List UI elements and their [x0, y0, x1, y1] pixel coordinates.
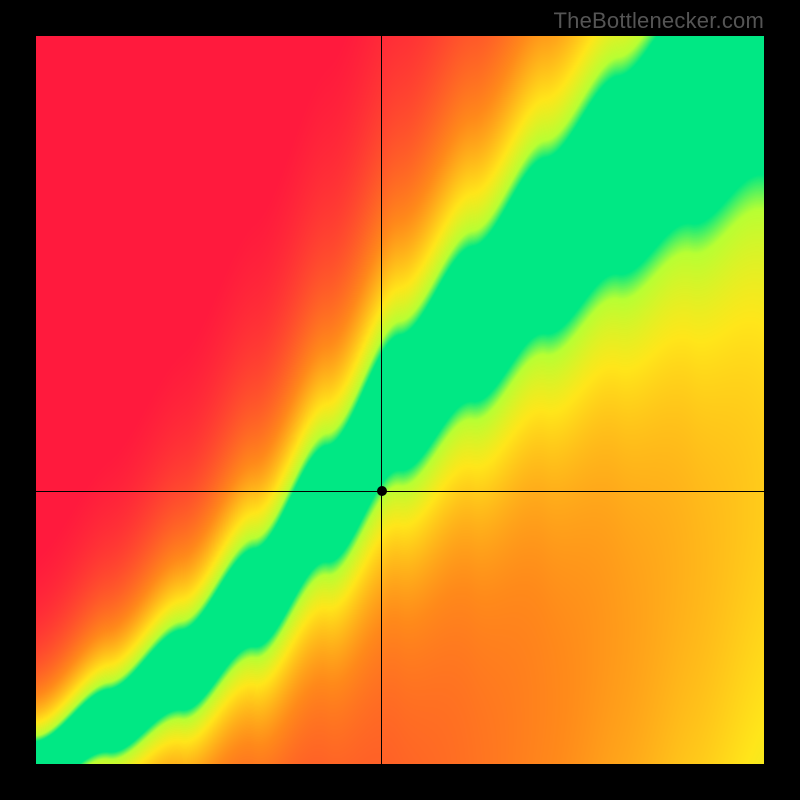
heatmap-canvas — [36, 36, 764, 764]
watermark-text: TheBottlenecker.com — [554, 8, 764, 34]
plot-area — [36, 36, 764, 764]
crosshair-horizontal — [36, 491, 764, 492]
crosshair-marker — [377, 486, 387, 496]
crosshair-vertical — [381, 36, 382, 764]
figure-root: TheBottlenecker.com — [0, 0, 800, 800]
